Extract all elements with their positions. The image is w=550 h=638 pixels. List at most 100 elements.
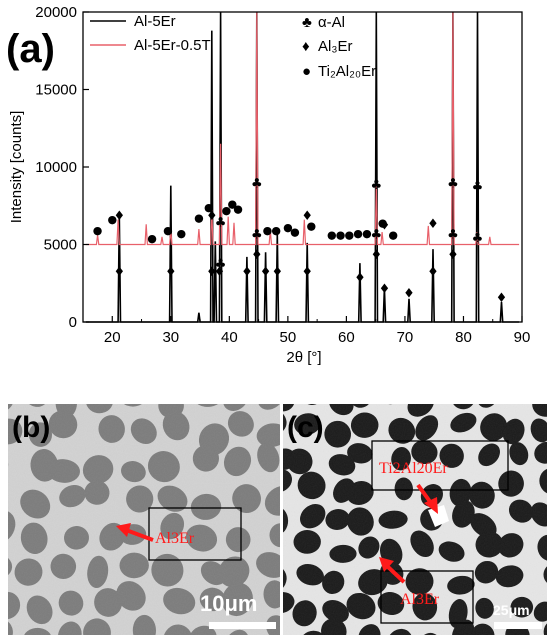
x-axis-title: 2θ [°] [286,349,321,366]
y-tick-label: 5000 [44,237,77,254]
scale-label-b: 10μm [200,591,258,616]
series-legend: Al-5Er Al-5Er-0.5Ti [90,13,213,54]
phase-marker: ♦ [206,265,218,280]
phase-marker: ♦ [427,217,439,232]
phase-marker: ♣ [447,177,459,192]
phase-marker: ♦ [301,265,313,280]
annotation-box-c-upper [371,440,509,491]
annotation-label-ti2al20er: Ti2Al20Er [379,460,448,477]
phase-marker: ● [176,227,186,240]
series-line-al5er-ti [85,11,520,246]
phase-marker: ● [290,226,300,239]
phase-marker: ♦ [496,291,508,306]
phase-marker: ● [147,232,157,245]
bright-particle-c [428,505,449,527]
phase-marker: ♦ [447,248,459,263]
panel-c-label: (c) [287,411,324,444]
y-tick-label: 10000 [35,159,77,176]
phase-label-al3er: Al₃Er [318,38,352,55]
phase-marker: ● [378,216,388,229]
y-tick-label: 20000 [35,4,77,21]
phase-marker: ♦ [206,209,218,224]
annotation-box-b [148,507,242,561]
phase-marker: ● [263,224,273,237]
y-tick-label: 15000 [35,82,77,99]
phase-marker: ♦ [251,248,263,263]
phase-marker: ● [271,224,281,237]
phase-marker: ● [93,224,103,237]
phase-marker: ♦ [260,265,272,280]
phase-marker: ♦ [271,265,283,280]
phase-marker: ♦ [354,271,366,286]
phase-marker: ♦ [214,265,226,280]
phase-marker: ♦ [113,265,125,280]
x-tick-label: 20 [104,329,121,346]
phase-marker: ♦ [113,209,125,224]
phase-marker: ● [233,202,243,215]
phase-marker: ● [388,229,398,242]
scale-bar-b [209,622,276,629]
x-tick-label: 60 [338,329,355,346]
x-tick-label: 80 [455,329,472,346]
x-tick-label: 70 [397,329,414,346]
phase-marker: ♦ [379,282,391,297]
phase-marker: ● [362,227,372,240]
phase-marker: ♣ [251,177,263,192]
phase-marker: ♣ [472,231,484,246]
phase-marker: ● [353,227,363,240]
phase-marker: ♣ [215,257,227,272]
annotation-box-c-lower [380,570,474,624]
grain [509,374,539,408]
axis-ticks: 20 30 40 50 60 70 80 90 0 5000 10000 15000 20000 [35,4,530,346]
phase-marker: ♣ [370,228,382,243]
phase-marker: ♦ [241,265,253,280]
phase-marker: ● [283,221,293,234]
arrow-c-lower [379,557,406,584]
y-tick-label: 0 [69,314,77,331]
phase-marker: ♦ [165,265,177,280]
phase-marker: ♣ [215,215,227,230]
phase-marker: ♦ [403,287,415,302]
phase-marker: ♣ [251,228,263,243]
phase-label-alpha-al: α-Al [318,14,345,31]
phase-marker: ● [227,198,237,211]
grain [380,404,402,405]
phase-marker: ● [327,229,337,242]
x-tick-label: 90 [514,329,531,346]
phase-marker: ● [336,229,346,242]
phase-marker: ♣ [472,180,484,195]
y-axis-title: Intensity [counts] [8,111,25,224]
scale-bar-c [494,622,542,629]
phase-label-ti2al20er: Ti₂Al₂₀Er [318,63,376,80]
phase-marker: ♦ [301,209,313,224]
phase-marker: ♦ [427,265,439,280]
phase-marker: ♦ [379,218,391,233]
phase-marker: ● [204,201,214,214]
annotation-label-b: Al3Er [155,530,195,547]
phase-marker: ♣ [447,228,459,243]
panel-a-label: (a) [6,27,55,71]
phase-marker: ● [344,229,354,242]
phase-legend: ♣ α-Al ♦ Al₃Er ● Ti₂Al₂₀Er [302,14,376,80]
phase-symbol-ti2al20er: ● [302,63,311,80]
phase-symbol-alpha-al: ♣ [302,14,312,31]
phase-marker: ● [107,213,117,226]
phase-marker: ● [306,219,316,232]
scale-label-c: 25μm [493,602,530,618]
micrograph-b: Al3Er 10μm (b) [8,404,280,635]
phase-marker: ♦ [370,248,382,263]
phase-markers: ♦♦♦ ♦♦♦ ♦ ♦ ♦ ♦♦♦♦♦♦♦♦♦♦ ♦ ♦♣♣♣♣♣♣♣♣♣♣●●●● ●●● ●●… [93,177,508,307]
x-tick-label: 30 [162,329,179,346]
x-tick-label: 50 [280,329,297,346]
phase-symbol-al3er: ♦ [302,38,310,55]
micrograph-c: Ti2Al20Er Al3Er 25μm (c) [283,374,547,635]
xrd-chart: ♦♦♦ ♦♦♦ ♦ ♦ ♦ ♦♦♦♦♦♦♦♦♦♦ ♦ ♦♣♣♣♣♣♣♣♣♣♣●●●● ●●● ●●… [6,4,530,366]
phase-marker: ♣ [370,178,382,193]
legend-label-al5er-ti: Al-5Er-0.5Ti [134,37,213,54]
phase-marker: ● [222,204,232,217]
arrow-b [116,523,154,542]
annotation-label-al3er-c: Al3Er [400,591,440,608]
arrow-c-upper [416,483,438,514]
panel-b-label: (b) [12,411,50,444]
